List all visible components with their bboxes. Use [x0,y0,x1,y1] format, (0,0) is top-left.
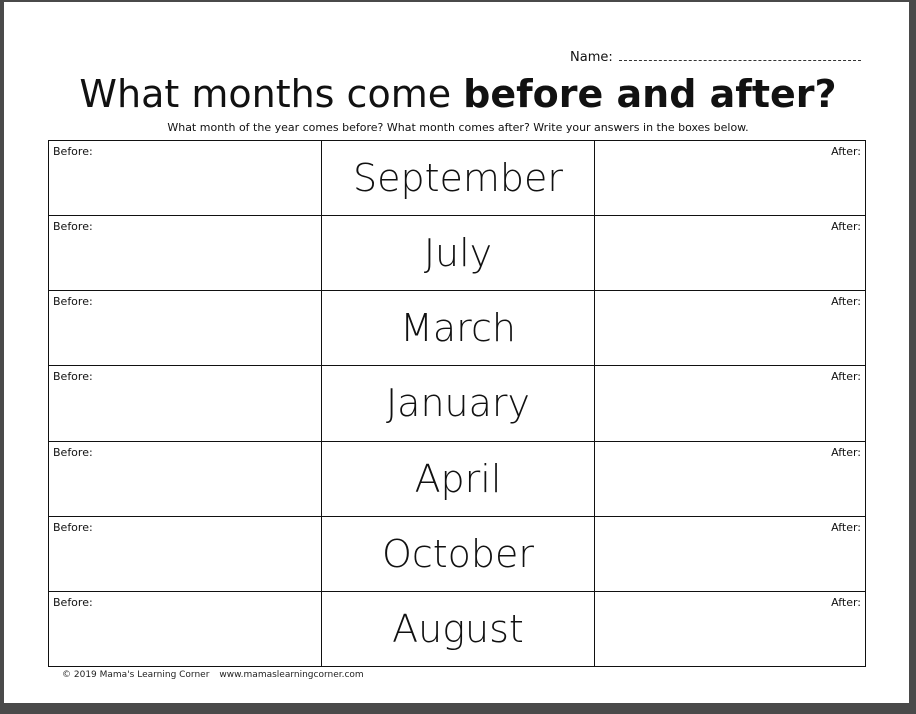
before-box[interactable]: Before: [48,515,322,592]
table-row: Before: March After: [48,290,866,367]
before-box[interactable]: Before: [48,139,322,217]
after-label: After: [831,370,861,384]
after-label: After: [831,295,861,309]
before-box[interactable]: Before: [48,365,322,442]
after-box[interactable]: After: [594,590,866,668]
after-box[interactable]: After: [594,139,866,217]
after-box[interactable]: After: [594,290,866,367]
before-box[interactable]: Before: [48,215,322,292]
month-cell: January [321,365,595,442]
after-label: After: [831,595,861,609]
before-box[interactable]: Before: [48,290,322,367]
page-title: What months come before and after? [0,72,916,116]
month-cell: October [321,515,595,592]
month-cell: April [321,440,595,517]
name-field[interactable]: Name: [570,50,861,65]
month-name: January [385,381,531,426]
copyright: © 2019 Mama's Learning Corner [62,670,210,680]
title-bold: before and after? [463,72,837,116]
name-line[interactable] [618,50,861,61]
table-row: Before: September After: [48,139,866,217]
website-url: www.mamaslearningcorner.com [219,670,364,680]
month-name: April [414,456,502,501]
before-label: Before: [53,520,93,534]
after-box[interactable]: After: [594,440,866,517]
months-table: Before: September After: Before: July Aft… [48,139,866,668]
after-box[interactable]: After: [594,365,866,442]
before-box[interactable]: Before: [48,590,322,668]
month-cell: September [321,139,595,217]
instructions: What month of the year comes before? Wha… [167,121,749,134]
month-name: September [352,156,564,200]
table-row: Before: August After: [48,590,866,668]
month-name: July [423,231,493,276]
table-row: Before: April After: [48,440,866,517]
table-row: Before: January After: [48,365,866,442]
month-name: August [392,606,524,651]
month-cell: August [321,590,595,668]
name-label: Name: [570,50,613,65]
month-name: October [381,531,535,576]
before-box[interactable]: Before: [48,440,322,517]
after-box[interactable]: After: [594,515,866,592]
month-name: March [400,306,516,351]
before-label: Before: [53,445,93,459]
before-label: Before: [53,595,93,609]
month-cell: March [321,290,595,367]
before-label: Before: [53,295,93,309]
title-regular: What months come [79,72,464,116]
before-label: Before: [53,220,93,234]
after-label: After: [831,145,861,158]
table-row: Before: July After: [48,215,866,292]
table-row: Before: October After: [48,515,866,592]
after-label: After: [831,520,861,534]
before-label: Before: [53,145,93,158]
before-label: Before: [53,370,93,384]
after-label: After: [831,445,861,459]
month-cell: July [321,215,595,292]
after-box[interactable]: After: [594,215,866,292]
after-label: After: [831,220,861,234]
footer: © 2019 Mama's Learning Corner www.mamasle… [62,670,374,680]
